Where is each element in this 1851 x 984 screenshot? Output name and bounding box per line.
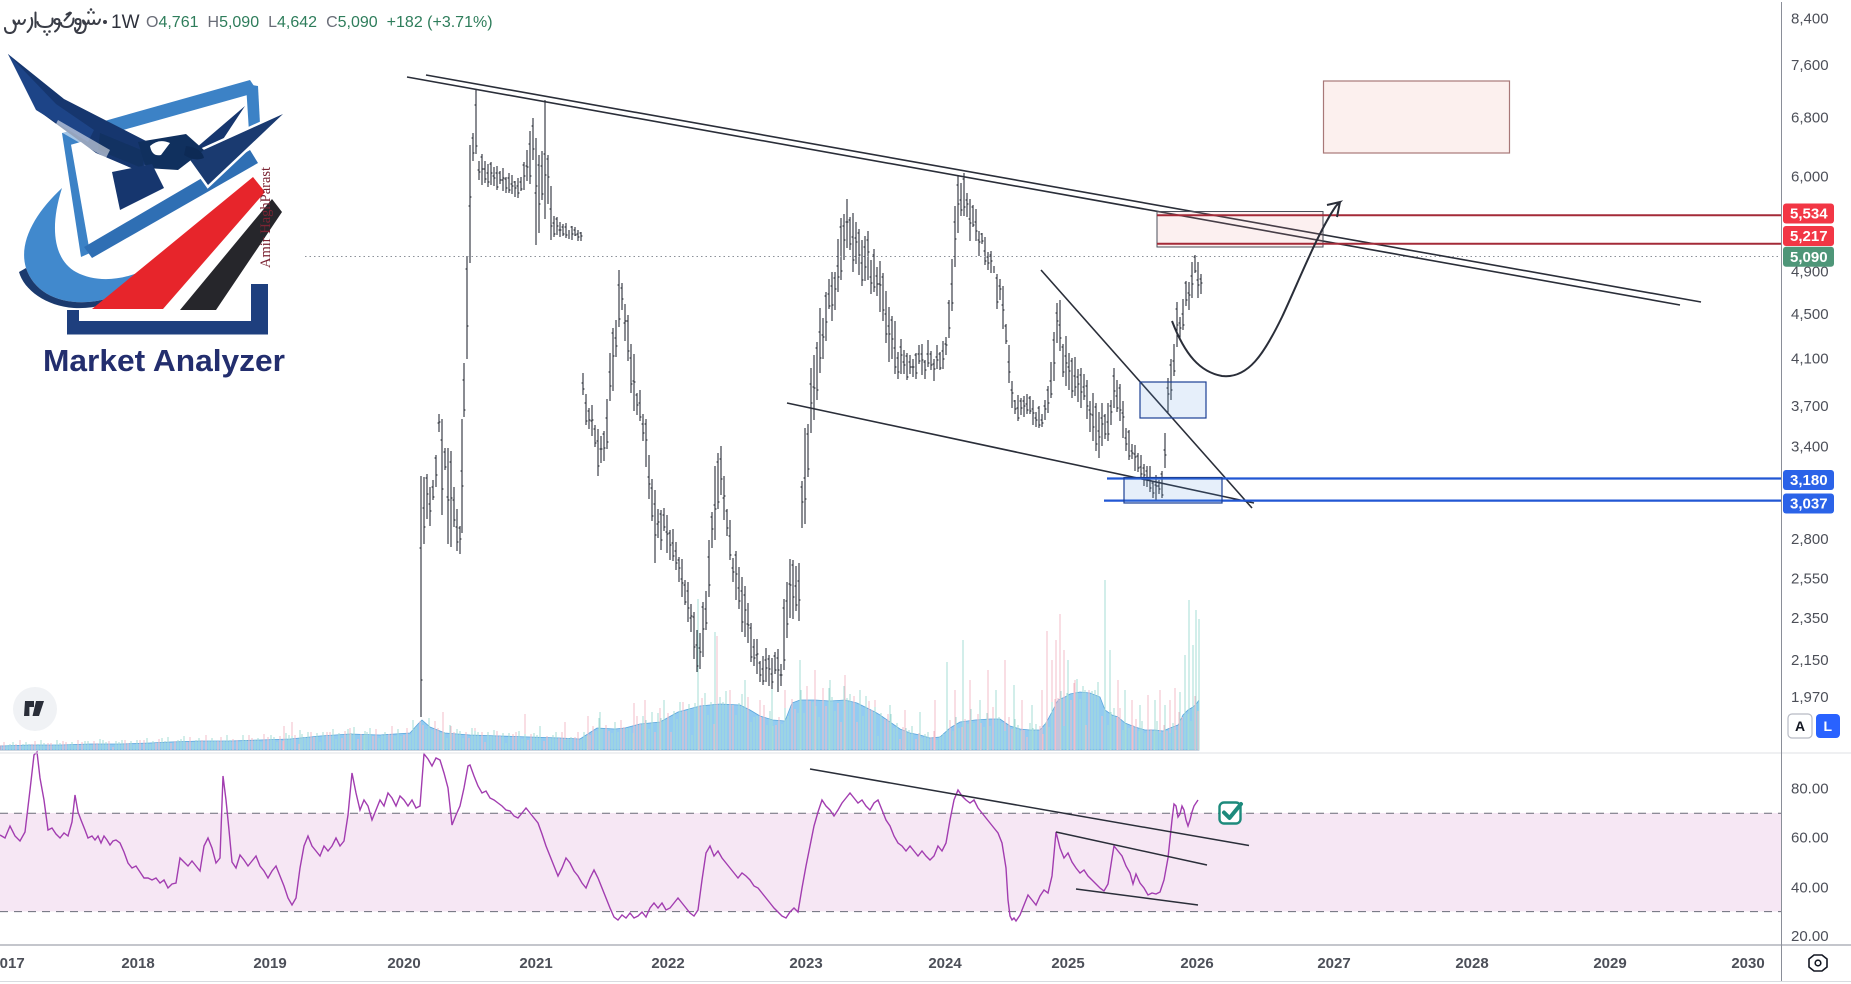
svg-text:20.00: 20.00 bbox=[1791, 928, 1829, 945]
svg-text:4,100: 4,100 bbox=[1791, 351, 1829, 368]
svg-text:4,900: 4,900 bbox=[1791, 264, 1829, 281]
svg-text:2017: 2017 bbox=[0, 955, 25, 972]
svg-text:2021: 2021 bbox=[519, 955, 552, 972]
svg-text:2030: 2030 bbox=[1731, 955, 1764, 972]
svg-text:2,800: 2,800 bbox=[1791, 531, 1829, 548]
svg-text:2019: 2019 bbox=[253, 955, 286, 972]
svg-text:3,700: 3,700 bbox=[1791, 398, 1829, 415]
svg-text:A: A bbox=[1795, 718, 1805, 734]
svg-text:2028: 2028 bbox=[1455, 955, 1488, 972]
svg-text:3,037: 3,037 bbox=[1790, 496, 1828, 513]
svg-text:2,350: 2,350 bbox=[1791, 610, 1829, 627]
svg-text:3,400: 3,400 bbox=[1791, 439, 1829, 456]
svg-text:Amir HaghParast: Amir HaghParast bbox=[258, 167, 274, 268]
svg-text:2024: 2024 bbox=[928, 955, 962, 972]
svg-text:5,217: 5,217 bbox=[1790, 228, 1828, 245]
svg-text:60.00: 60.00 bbox=[1791, 830, 1829, 847]
svg-text:2020: 2020 bbox=[387, 955, 420, 972]
svg-text:2,550: 2,550 bbox=[1791, 571, 1829, 588]
svg-text:1W: 1W bbox=[111, 12, 140, 33]
svg-text:8,400: 8,400 bbox=[1791, 10, 1829, 27]
svg-text:5,090: 5,090 bbox=[1790, 249, 1828, 266]
svg-text:6,800: 6,800 bbox=[1791, 110, 1829, 127]
svg-text:1,970: 1,970 bbox=[1791, 689, 1829, 706]
svg-text:2022: 2022 bbox=[651, 955, 684, 972]
svg-text:2018: 2018 bbox=[121, 955, 154, 972]
svg-text:6,000: 6,000 bbox=[1791, 168, 1829, 185]
svg-text:L: L bbox=[1824, 718, 1833, 734]
svg-text:4,500: 4,500 bbox=[1791, 306, 1829, 323]
svg-text:2029: 2029 bbox=[1593, 955, 1626, 972]
svg-text:80.00: 80.00 bbox=[1791, 781, 1829, 798]
svg-text:2026: 2026 bbox=[1180, 955, 1213, 972]
svg-text:2023: 2023 bbox=[789, 955, 822, 972]
svg-text:Market Analyzer: Market Analyzer bbox=[43, 343, 285, 378]
svg-text:2025: 2025 bbox=[1051, 955, 1084, 972]
svg-text:2,150: 2,150 bbox=[1791, 652, 1829, 669]
svg-text:40.00: 40.00 bbox=[1791, 879, 1829, 896]
svg-text:2027: 2027 bbox=[1317, 955, 1350, 972]
svg-text:7,600: 7,600 bbox=[1791, 57, 1829, 74]
svg-text:5,534: 5,534 bbox=[1790, 206, 1828, 223]
svg-text:3,180: 3,180 bbox=[1790, 472, 1828, 489]
